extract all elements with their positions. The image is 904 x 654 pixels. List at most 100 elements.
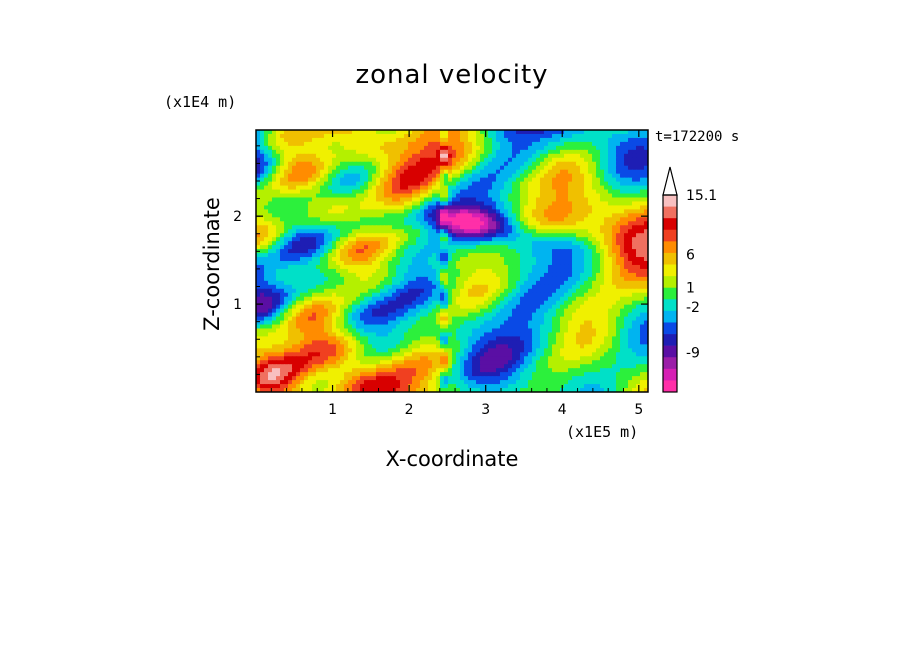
field-cell bbox=[280, 133, 285, 139]
field-cell bbox=[632, 276, 637, 282]
field-cell bbox=[612, 264, 617, 270]
field-cell bbox=[520, 137, 525, 143]
field-cell bbox=[464, 213, 469, 218]
field-cell bbox=[560, 229, 565, 234]
field-cell bbox=[500, 145, 505, 151]
field-cell bbox=[348, 241, 353, 246]
field-cell bbox=[436, 133, 441, 139]
field-cell bbox=[444, 185, 449, 191]
field-cell bbox=[524, 288, 529, 294]
field-cell bbox=[336, 189, 341, 195]
field-cell bbox=[360, 308, 365, 314]
field-cell bbox=[360, 261, 365, 266]
field-cell bbox=[488, 308, 493, 314]
field-cell bbox=[388, 264, 393, 270]
field-cell bbox=[560, 324, 565, 330]
field-cell bbox=[404, 181, 409, 187]
field-cell bbox=[620, 229, 625, 234]
field-cell bbox=[440, 241, 445, 246]
field-cell bbox=[588, 225, 593, 230]
field-cell bbox=[368, 328, 373, 334]
field-cell bbox=[556, 304, 561, 310]
field-cell bbox=[548, 205, 553, 210]
field-cell bbox=[624, 308, 629, 314]
field-cell bbox=[592, 213, 597, 218]
field-cell bbox=[412, 261, 417, 266]
field-cell bbox=[624, 296, 629, 302]
field-cell bbox=[636, 276, 641, 282]
field-cell bbox=[356, 233, 361, 238]
field-cell bbox=[572, 213, 577, 218]
field-cell bbox=[444, 161, 449, 167]
field-cell bbox=[496, 241, 501, 246]
field-cell bbox=[592, 197, 597, 203]
field-cell bbox=[448, 177, 453, 183]
field-cell bbox=[408, 137, 413, 143]
field-cell bbox=[452, 213, 457, 218]
field-cell bbox=[276, 245, 281, 250]
field-cell bbox=[460, 229, 465, 234]
field-cell bbox=[312, 276, 317, 282]
field-cell bbox=[628, 181, 633, 187]
field-cell bbox=[512, 157, 517, 163]
field-cell bbox=[352, 189, 357, 195]
field-cell bbox=[332, 133, 337, 139]
field-cell bbox=[616, 241, 621, 246]
field-cell bbox=[428, 296, 433, 302]
field-cell bbox=[476, 181, 481, 187]
field-cell bbox=[408, 245, 413, 250]
field-cell bbox=[380, 157, 385, 163]
field-cell bbox=[316, 245, 321, 250]
field-cell bbox=[312, 189, 317, 195]
field-cell bbox=[480, 284, 485, 290]
field-cell bbox=[348, 304, 353, 310]
field-cell bbox=[276, 193, 281, 199]
field-cell bbox=[588, 233, 593, 238]
field-cell bbox=[536, 209, 541, 214]
field-cell bbox=[580, 197, 585, 203]
field-cell bbox=[268, 264, 273, 270]
field-cell bbox=[576, 276, 581, 282]
field-cell bbox=[512, 292, 517, 298]
field-cell bbox=[448, 165, 453, 171]
field-cell bbox=[560, 153, 565, 159]
field-cell bbox=[516, 189, 521, 195]
field-cell bbox=[432, 233, 437, 238]
field-cell bbox=[292, 268, 297, 274]
field-cell bbox=[484, 324, 489, 330]
field-cell bbox=[280, 209, 285, 214]
field-cell bbox=[360, 296, 365, 302]
field-cell bbox=[268, 185, 273, 191]
field-cell bbox=[572, 133, 577, 139]
field-cell bbox=[340, 225, 345, 230]
field-cell bbox=[356, 209, 361, 214]
field-cell bbox=[332, 225, 337, 230]
field-cell bbox=[264, 308, 269, 314]
field-cell bbox=[488, 253, 493, 258]
field-cell bbox=[344, 249, 349, 254]
field-cell bbox=[600, 221, 605, 226]
field-cell bbox=[500, 157, 505, 163]
field-cell bbox=[264, 153, 269, 159]
field-cell bbox=[560, 261, 565, 266]
field-cell bbox=[628, 288, 633, 294]
field-cell bbox=[392, 288, 397, 294]
field-cell bbox=[588, 153, 593, 159]
field-cell bbox=[332, 181, 337, 187]
field-cell bbox=[428, 245, 433, 250]
field-cell bbox=[496, 276, 501, 282]
field-cell bbox=[408, 130, 413, 135]
field-cell bbox=[392, 133, 397, 139]
field-cell bbox=[492, 245, 497, 250]
field-cell bbox=[448, 312, 453, 318]
field-cell bbox=[368, 173, 373, 179]
field-cell bbox=[412, 161, 417, 167]
field-cell bbox=[392, 312, 397, 318]
field-cell bbox=[360, 130, 365, 135]
field-cell bbox=[500, 304, 505, 310]
field-cell bbox=[320, 253, 325, 258]
field-cell bbox=[536, 197, 541, 203]
field-cell bbox=[608, 245, 613, 250]
field-cell bbox=[376, 225, 381, 230]
field-cell bbox=[324, 328, 329, 334]
